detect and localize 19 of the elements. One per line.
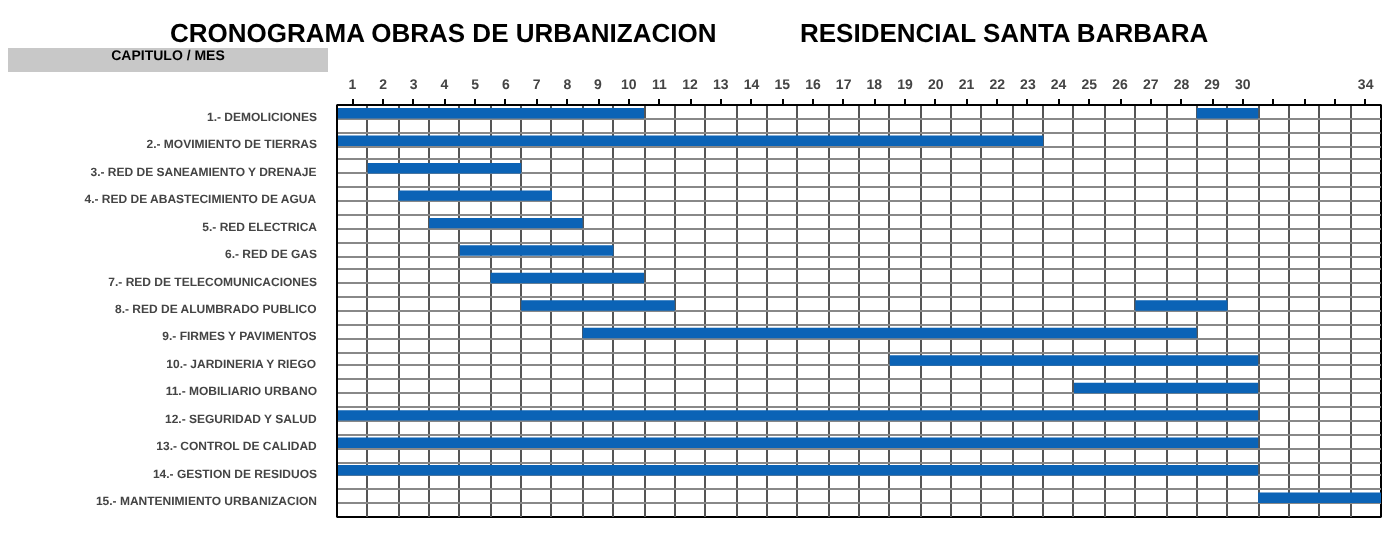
bar (1196, 108, 1259, 119)
chart-subtitle: RESIDENCIAL SANTA BARBARA (800, 16, 1209, 52)
bar (1135, 300, 1228, 311)
bar (1258, 492, 1381, 503)
bar (337, 410, 1259, 421)
chart-title: CRONOGRAMA OBRAS DE URBANIZACION (170, 16, 717, 49)
bar (337, 437, 1259, 449)
bar (490, 272, 645, 284)
bar (889, 355, 1259, 366)
bar (582, 327, 1197, 339)
bar (459, 245, 614, 256)
bar (1073, 382, 1259, 394)
bar (398, 190, 552, 201)
bar (521, 300, 675, 311)
bar (367, 162, 522, 174)
bar (337, 465, 1259, 476)
bar (429, 217, 583, 229)
bar (337, 108, 645, 119)
bar (337, 135, 1044, 146)
